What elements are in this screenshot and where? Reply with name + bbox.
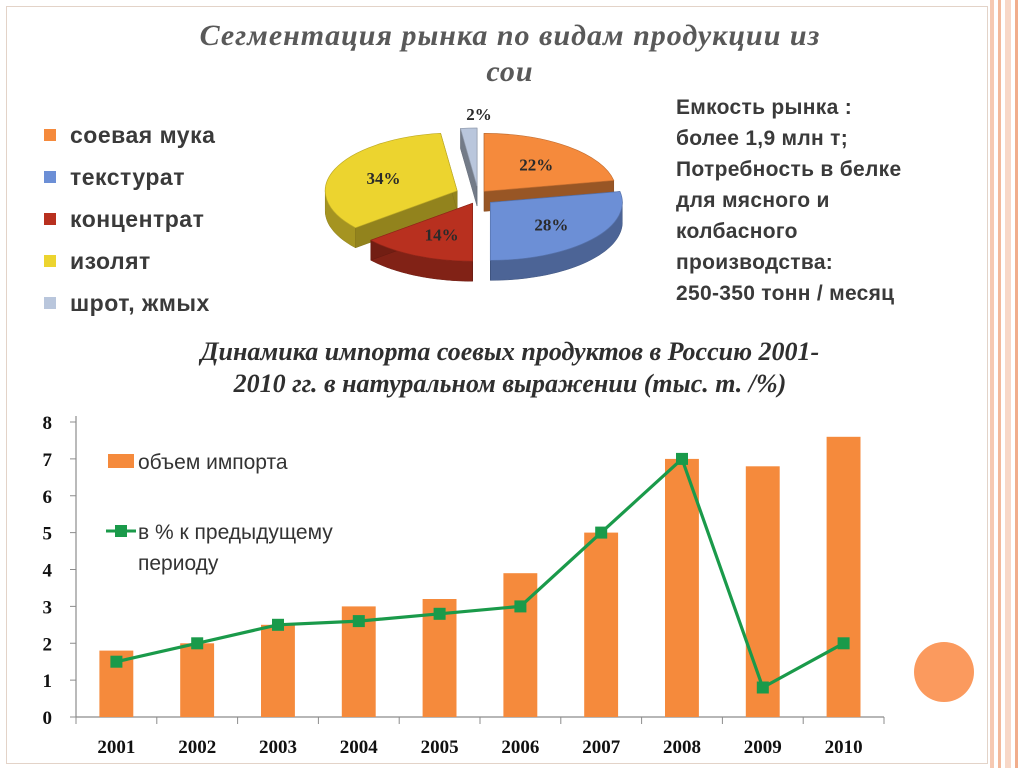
line-marker: [676, 452, 688, 465]
pie-data-label: 22%: [519, 156, 553, 175]
legend-item: текстурат: [44, 156, 215, 198]
y-tick-label: 4: [43, 561, 53, 582]
pie-slice: [324, 132, 458, 229]
pie-data-label: 28%: [534, 216, 568, 235]
info-line: Потребность в белке: [676, 158, 902, 181]
pie-slice: [369, 202, 473, 262]
import-chart: 0 1 2 3 4 5 6 7 8 2001 2002 2003 2004 2005 2006 2007 200…: [43, 413, 885, 758]
legend-label: изолят: [70, 247, 151, 274]
line-marker: [756, 681, 769, 694]
info-line: 250-350 тонн / месяц: [676, 282, 895, 305]
pie-data-label: 34%: [367, 169, 401, 188]
legend-item: соевая мука: [44, 114, 215, 156]
x-tick-label: 2004: [340, 737, 379, 758]
x-tick-label: 2002: [178, 737, 216, 758]
legend-marker: [115, 525, 127, 537]
info-line: для мясного и: [676, 189, 830, 212]
x-tick-label: 2003: [259, 737, 297, 758]
x-tick-label: 2005: [421, 737, 459, 758]
chart-title-line-1: Динамика импорта соевых продуктов в Росс…: [200, 337, 820, 366]
bar: [180, 643, 215, 718]
line-marker: [352, 615, 365, 628]
decorative-stripes: [988, 0, 1024, 768]
decorative-circle: [914, 642, 974, 702]
x-tick-label: 2009: [744, 737, 782, 758]
chart-legend: объем импорта в % к предыдущему периоду: [106, 451, 333, 575]
info-line: более 1,9 млн т;: [676, 127, 849, 150]
line-marker: [110, 655, 123, 668]
x-tick-label: 2008: [663, 737, 701, 758]
legend-swatch: [44, 255, 56, 267]
line-marker: [191, 637, 204, 650]
market-info: Емкость рынка : более 1,9 млн т; Потребн…: [676, 92, 976, 309]
y-tick-label: 1: [43, 671, 53, 692]
x-tick-label: 2006: [501, 737, 539, 758]
bar: [826, 436, 861, 718]
x-tick-label: 2007: [582, 737, 621, 758]
legend-item: шрот, жмых: [44, 282, 215, 324]
legend-item: концентрат: [44, 198, 215, 240]
bar: [261, 624, 295, 717]
bar: [584, 532, 619, 717]
pie-chart: 22% 28% 14% 34% 2%: [324, 105, 623, 282]
pie-slice: [489, 191, 623, 261]
line-series: [116, 456, 845, 690]
y-tick-label: 5: [43, 524, 53, 545]
y-tick-label: 2: [43, 634, 53, 655]
x-tick-label: 2010: [825, 737, 863, 758]
y-tick-label: 6: [43, 487, 53, 508]
slide-frame: [6, 6, 988, 764]
bar: [745, 466, 780, 718]
chart-title-line-2: 2010 гг. в натуральном выражении (тыс. т…: [233, 369, 787, 398]
legend-swatch-bar: [108, 454, 134, 468]
x-tick-label: 2001: [97, 737, 135, 758]
line-marker: [272, 618, 284, 631]
y-tick-label: 0: [43, 708, 53, 729]
bar: [665, 458, 699, 717]
legend-swatch: [44, 213, 56, 225]
info-line: Емкость рынка :: [676, 96, 852, 119]
slide-title-line-1: Сегментация рынка по видам продукции из: [199, 19, 821, 52]
pie-data-label: 14%: [425, 226, 459, 245]
chart-title: Динамика импорта соевых продуктов в Росс…: [70, 336, 950, 400]
line-marker: [433, 607, 446, 620]
legend-label: концентрат: [70, 205, 205, 232]
slide-title: Сегментация рынка по видам продукции из …: [60, 18, 960, 90]
pie-slice: [460, 127, 478, 187]
y-tick-label: 3: [43, 597, 53, 618]
line-marker: [837, 637, 850, 650]
legend-label: текстурат: [70, 163, 185, 190]
legend-label-bar: объем импорта: [138, 451, 288, 474]
legend-swatch: [44, 129, 56, 141]
y-tick-label: 7: [43, 450, 53, 471]
legend-label: соевая мука: [70, 121, 216, 148]
y-tick-label: 8: [43, 413, 53, 434]
line-marker: [595, 526, 608, 539]
line-marker: [514, 600, 527, 613]
legend-swatch: [44, 297, 56, 309]
pie-data-label: 2%: [466, 105, 492, 124]
pie-slice: [483, 133, 615, 192]
legend-swatch: [44, 171, 56, 183]
legend-label-line: в % к предыдущему периоду: [138, 521, 333, 575]
slide-title-line-2: сои: [486, 55, 534, 88]
legend-label: шрот, жмых: [70, 289, 210, 316]
info-line: колбасного: [676, 220, 798, 243]
info-line: производства:: [676, 251, 834, 274]
pie-legend: соевая мука текстурат концентрат изолят шрот…: [44, 114, 215, 324]
legend-item: изолят: [44, 240, 215, 282]
